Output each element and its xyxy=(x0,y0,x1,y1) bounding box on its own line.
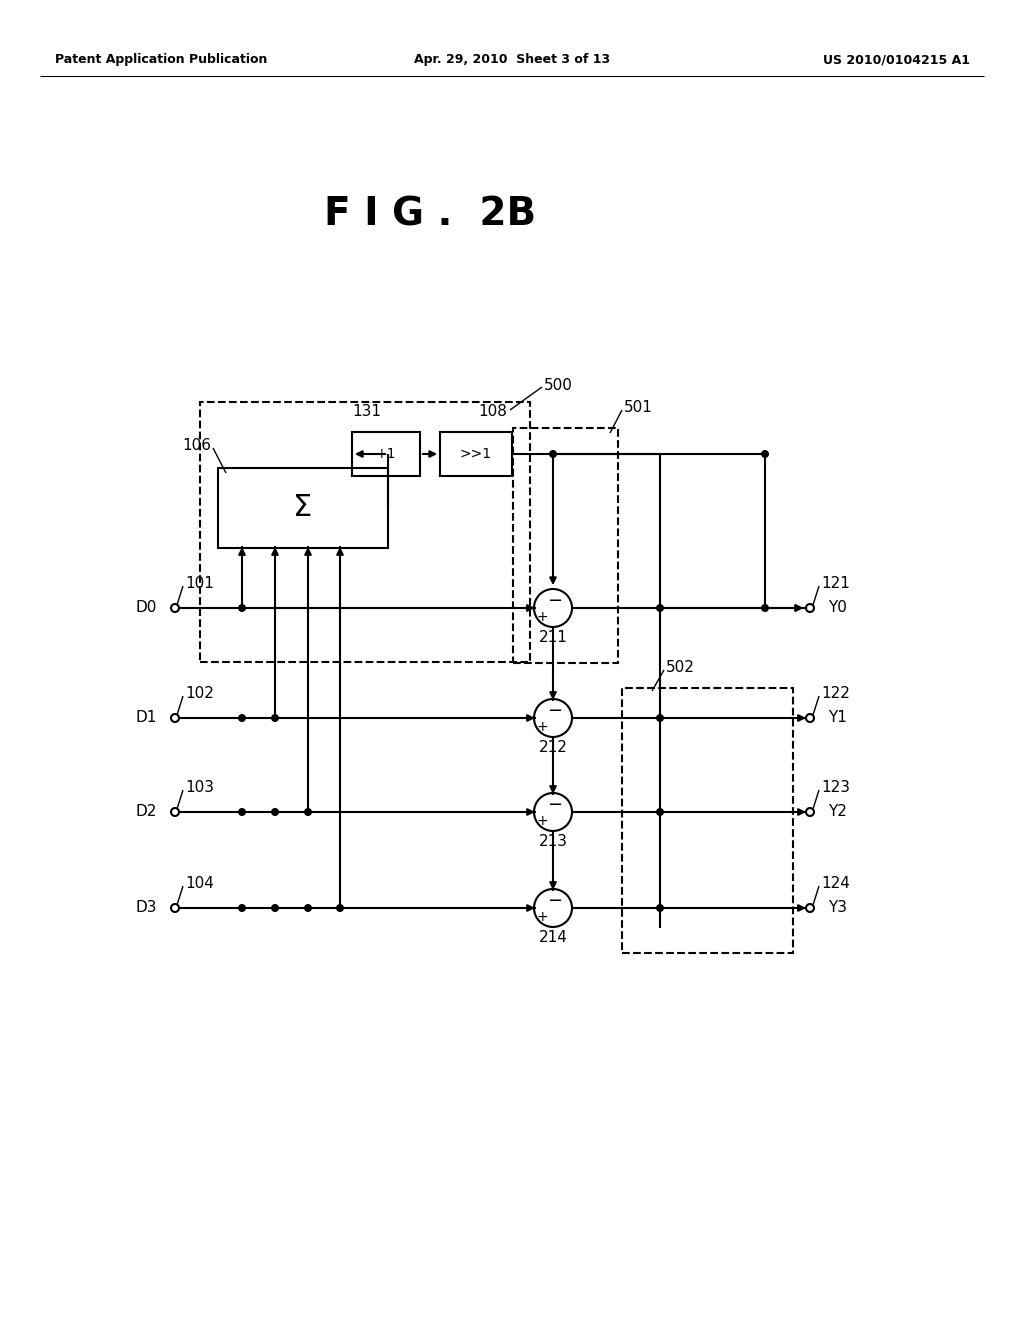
Circle shape xyxy=(806,714,814,722)
Circle shape xyxy=(238,605,246,612)
Text: D2: D2 xyxy=(135,804,157,820)
Circle shape xyxy=(271,714,279,722)
Circle shape xyxy=(271,904,279,912)
Circle shape xyxy=(271,808,279,816)
Text: +: + xyxy=(537,814,548,828)
Text: +: + xyxy=(537,610,548,624)
Text: F I G .  2B: F I G . 2B xyxy=(324,195,536,234)
Text: 108: 108 xyxy=(478,404,507,420)
Text: D1: D1 xyxy=(135,710,157,726)
Text: 123: 123 xyxy=(821,780,850,796)
Circle shape xyxy=(238,808,246,816)
Text: >>1: >>1 xyxy=(460,447,493,461)
Bar xyxy=(622,688,793,953)
Circle shape xyxy=(238,904,246,912)
Text: Y3: Y3 xyxy=(828,900,847,916)
Text: US 2010/0104215 A1: US 2010/0104215 A1 xyxy=(823,54,970,66)
Circle shape xyxy=(806,904,814,912)
Circle shape xyxy=(534,793,572,832)
Circle shape xyxy=(171,605,179,612)
Text: 502: 502 xyxy=(666,660,695,676)
Text: Y1: Y1 xyxy=(828,710,847,726)
Text: Σ: Σ xyxy=(293,494,312,523)
Circle shape xyxy=(534,700,572,737)
Text: 212: 212 xyxy=(539,741,567,755)
Text: 103: 103 xyxy=(185,780,214,796)
Text: 106: 106 xyxy=(182,438,211,454)
Circle shape xyxy=(656,714,664,722)
Bar xyxy=(440,432,512,477)
Text: +: + xyxy=(537,909,548,924)
Text: +1: +1 xyxy=(376,447,396,461)
Bar xyxy=(200,403,530,663)
Text: 211: 211 xyxy=(539,631,567,645)
Circle shape xyxy=(806,808,814,816)
Circle shape xyxy=(336,904,344,912)
Text: −: − xyxy=(548,796,562,814)
Text: Apr. 29, 2010  Sheet 3 of 13: Apr. 29, 2010 Sheet 3 of 13 xyxy=(414,54,610,66)
Circle shape xyxy=(806,605,814,612)
Circle shape xyxy=(761,450,769,458)
Text: 501: 501 xyxy=(624,400,653,416)
Circle shape xyxy=(656,605,664,612)
Text: 121: 121 xyxy=(821,577,850,591)
Text: 131: 131 xyxy=(352,404,381,420)
Text: Patent Application Publication: Patent Application Publication xyxy=(55,54,267,66)
Circle shape xyxy=(761,605,769,612)
Circle shape xyxy=(171,904,179,912)
Text: −: − xyxy=(548,892,562,909)
Circle shape xyxy=(656,904,664,912)
Text: 102: 102 xyxy=(185,686,214,701)
Text: +: + xyxy=(537,719,548,734)
Bar xyxy=(218,469,388,548)
Circle shape xyxy=(171,808,179,816)
Circle shape xyxy=(171,714,179,722)
Text: 500: 500 xyxy=(544,378,572,392)
Circle shape xyxy=(238,714,246,722)
Text: −: − xyxy=(548,591,562,610)
Circle shape xyxy=(304,808,312,816)
Circle shape xyxy=(534,589,572,627)
Text: Y2: Y2 xyxy=(828,804,847,820)
Circle shape xyxy=(304,904,312,912)
Circle shape xyxy=(549,450,557,458)
Text: 122: 122 xyxy=(821,686,850,701)
Text: D3: D3 xyxy=(135,900,157,916)
Text: 101: 101 xyxy=(185,577,214,591)
Text: 124: 124 xyxy=(821,876,850,891)
Text: 104: 104 xyxy=(185,876,214,891)
Text: −: − xyxy=(548,702,562,719)
Text: 213: 213 xyxy=(539,834,567,850)
Bar xyxy=(352,432,420,477)
Text: Y0: Y0 xyxy=(828,601,847,615)
Circle shape xyxy=(534,888,572,927)
Text: D0: D0 xyxy=(135,601,157,615)
Bar xyxy=(513,428,618,663)
Text: 214: 214 xyxy=(539,931,567,945)
Circle shape xyxy=(656,808,664,816)
